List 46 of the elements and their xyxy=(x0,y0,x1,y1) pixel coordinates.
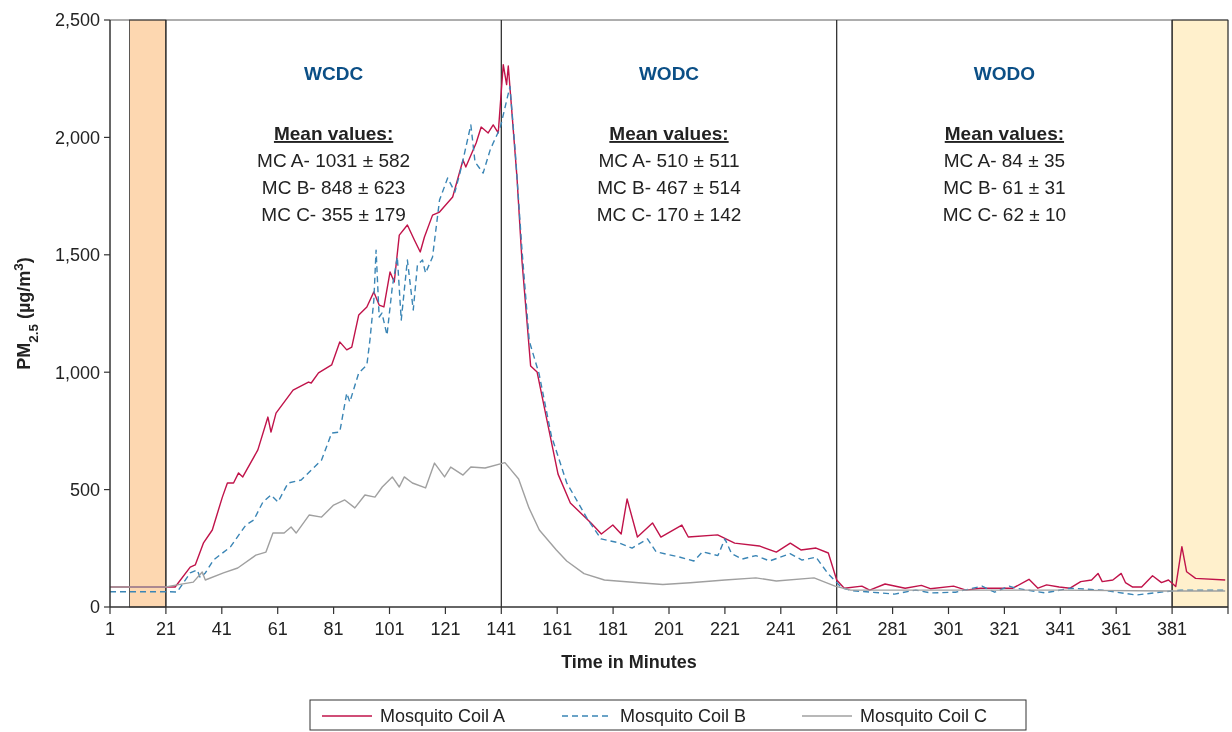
annotation: MC C- 170 ± 142 xyxy=(596,204,742,225)
annotation: MC C- 355 ± 179 xyxy=(261,204,406,225)
y-tick-label: 2,000 xyxy=(54,127,100,148)
x-tick-label: 61 xyxy=(267,619,288,639)
y-tick-label: 2,500 xyxy=(54,10,100,31)
annotation: MC A- 84 ± 35 xyxy=(943,150,1066,171)
x-tick-label: 241 xyxy=(765,619,796,639)
x-tick-label: 301 xyxy=(933,619,964,639)
y-tick-label: 1,000 xyxy=(54,362,100,383)
x-tick-label: 181 xyxy=(598,619,629,639)
annotation: Mean values: xyxy=(273,123,394,144)
x-tick-label: 101 xyxy=(374,619,405,639)
x-tick-label: 341 xyxy=(1045,619,1076,639)
annotation: MC B- 61 ± 31 xyxy=(943,177,1066,198)
y-tick-label: 0 xyxy=(89,597,100,618)
x-tick-label: 261 xyxy=(821,619,852,639)
annotation: Mean values: xyxy=(609,123,729,144)
x-tick-label: 81 xyxy=(323,619,344,639)
annotation: MC A- 1031 ± 582 xyxy=(257,150,411,171)
annotation: WCDC xyxy=(304,63,364,84)
x-tick-label: 121 xyxy=(430,619,461,639)
x-tick-label: 21 xyxy=(155,619,176,639)
x-tick-label: 161 xyxy=(542,619,573,639)
x-tick-label: 381 xyxy=(1157,619,1188,639)
annotation: WODO xyxy=(973,63,1036,84)
line-series xyxy=(109,461,1226,592)
annotation: WODC xyxy=(638,63,700,84)
annotation: Mean values: xyxy=(944,123,1065,144)
x-tick-label: 1 xyxy=(104,619,116,639)
annotation: MC B- 848 ± 623 xyxy=(261,177,406,198)
x-tick-label: 221 xyxy=(709,619,740,639)
x-tick-label: 361 xyxy=(1101,619,1132,639)
y-tick-label: 1,500 xyxy=(54,245,100,266)
x-tick-label: 321 xyxy=(989,619,1020,639)
y-tick-label: 500 xyxy=(69,479,100,500)
legend-label: Mosquito Coil C xyxy=(860,706,988,727)
legend-label: Mosquito Coil A xyxy=(380,706,506,727)
x-axis-title: Time in Minutes xyxy=(561,652,697,672)
annotation: MC B- 467 ± 514 xyxy=(597,177,742,198)
x-tick-label: 41 xyxy=(211,619,232,639)
x-tick-label: 201 xyxy=(653,619,685,639)
annotation: MC A- 510 ± 511 xyxy=(598,150,740,171)
annotation: MC C- 62 ± 10 xyxy=(942,204,1067,225)
x-tick-label: 141 xyxy=(486,619,517,639)
x-tick-label: 281 xyxy=(877,619,908,639)
legend-label: Mosquito Coil B xyxy=(620,706,747,727)
